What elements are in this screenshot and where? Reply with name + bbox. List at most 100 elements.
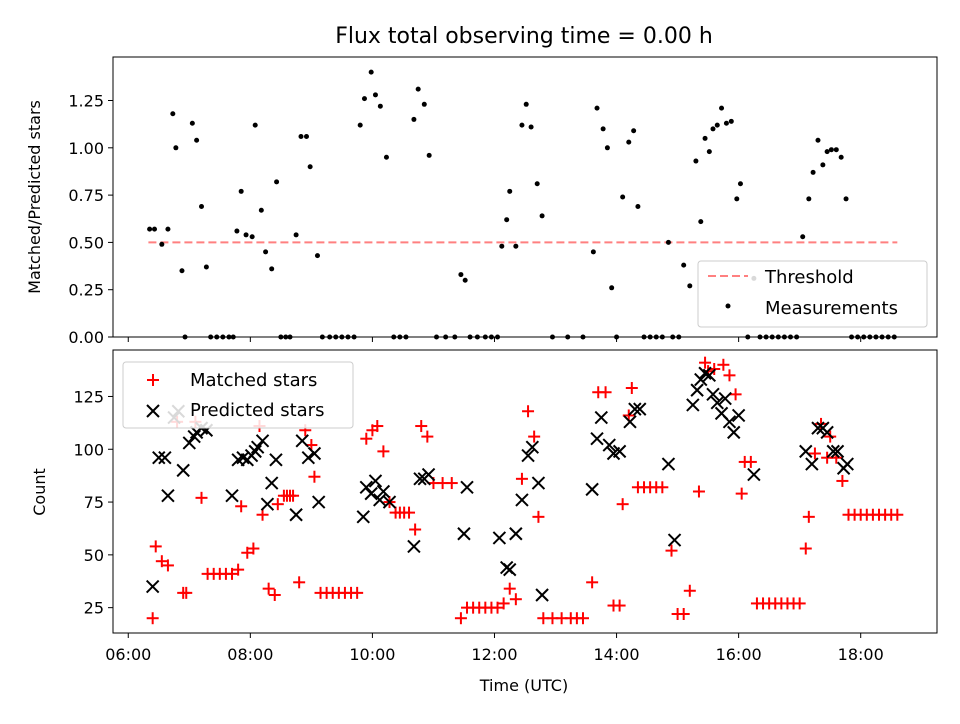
measurement-point [234, 228, 240, 234]
measurement-point [687, 283, 693, 289]
matched-star-point [268, 588, 281, 601]
measurement-point [723, 120, 729, 126]
measurement-point [165, 226, 171, 232]
predicted-star-point [686, 398, 700, 412]
measurement-point [303, 133, 309, 139]
measurement-point [147, 226, 153, 232]
measurement-point [815, 137, 821, 143]
matched-star-point [522, 405, 535, 418]
predicted-star-point [694, 372, 708, 387]
matched-star-point [241, 546, 254, 559]
matched-star-point [232, 563, 245, 576]
matched-star-point [599, 386, 612, 399]
measurement-point [458, 272, 464, 278]
measurement-point [194, 137, 200, 143]
bottom-y-tick-label: 100 [73, 440, 104, 459]
predicted-star-point [289, 508, 303, 522]
bottom-y-axis-label: Count [30, 468, 49, 516]
threshold-legend-label: Threshold [764, 267, 854, 288]
top-legend: Threshold Measurements [697, 260, 928, 328]
top-plot-frame [112, 56, 938, 338]
measurement-point [258, 207, 264, 213]
measurement-point [843, 196, 849, 202]
measurement-point [737, 181, 743, 187]
predicted-star-point [161, 489, 175, 503]
top-y-tick-label: 0.25 [68, 281, 104, 300]
measurement-point [594, 105, 600, 111]
measurement-point [368, 69, 374, 75]
predicted-star-point [535, 588, 549, 602]
bottom-y-tick-label: 75 [84, 493, 104, 512]
measurement-point [810, 169, 816, 175]
predicted-star-point [295, 434, 309, 448]
measurement-point [665, 239, 671, 245]
measurement-point [159, 241, 165, 247]
measurement-point [361, 96, 367, 102]
predicted-star-point [359, 480, 374, 494]
measurement-point [314, 253, 320, 259]
predicted-star-point [718, 391, 732, 406]
measurement-point [274, 179, 280, 185]
predicted-star-point [521, 448, 535, 463]
matched-star-point [497, 597, 510, 610]
measurement-point [710, 126, 716, 132]
predicted-star-point [460, 480, 474, 494]
top-y-tick-label: 1.25 [68, 92, 104, 111]
measurement-point [706, 149, 712, 155]
measurement-point [504, 217, 510, 223]
measurement-point [152, 226, 158, 232]
predicted-star-point [590, 431, 604, 446]
matched-star-point [735, 487, 748, 500]
measurement-point [263, 249, 269, 255]
measurement-point [507, 188, 513, 194]
predicted-star-point [727, 425, 741, 440]
predicted-star-point [376, 484, 391, 499]
predicted-star-point [667, 533, 682, 547]
measurement-point [635, 203, 641, 209]
predicted-star-point [811, 421, 825, 435]
matched-star-point [799, 542, 812, 555]
predicted-star-point [457, 527, 471, 541]
matched-star-point [677, 607, 690, 620]
predicted-star-point [492, 531, 507, 545]
measurement-point [269, 266, 275, 272]
matched-star-point [802, 510, 815, 523]
matched-star-point [146, 612, 159, 625]
measurement-point [357, 122, 363, 128]
measurement-point [519, 122, 525, 128]
measurement-point [179, 268, 185, 274]
measurement-point [252, 122, 258, 128]
measurement-point [243, 232, 249, 238]
predicted-star-point [260, 497, 275, 511]
top-panel: Flux total observing time = 0.00 h Match… [25, 24, 938, 347]
predicted-star-point [255, 434, 270, 448]
top-legend-box [697, 260, 928, 328]
predicted-star-point [661, 457, 676, 471]
predicted-star-point [158, 451, 172, 465]
measurement-point [604, 145, 610, 151]
predicted-star-point [250, 440, 265, 454]
predicted-star-point [364, 486, 378, 501]
predicted-star-point [269, 453, 283, 467]
measurement-point [513, 243, 519, 249]
matched-star-point [271, 498, 284, 511]
predicted-star-point [623, 415, 637, 429]
matched-star-point [665, 544, 678, 557]
predicted-star-point [236, 451, 250, 465]
measurement-point [828, 147, 834, 153]
predicted-star-point [840, 457, 854, 471]
predicted-star-point [628, 402, 642, 416]
measurement-point [170, 111, 176, 117]
predicted-star-point [710, 396, 724, 410]
top-data-layer [147, 69, 898, 340]
measurement-point [631, 128, 637, 134]
top-y-tick-label: 0.75 [68, 186, 104, 205]
predicted-star-point [307, 446, 322, 461]
bottom-y-tick-label: 125 [73, 387, 104, 406]
matched-star-point [445, 477, 458, 490]
predicted-star-point [176, 463, 190, 478]
measurement-point [620, 194, 626, 200]
predicted-star-point [145, 579, 160, 594]
predicted-star-point [182, 436, 197, 450]
matched-star-point [415, 420, 428, 433]
